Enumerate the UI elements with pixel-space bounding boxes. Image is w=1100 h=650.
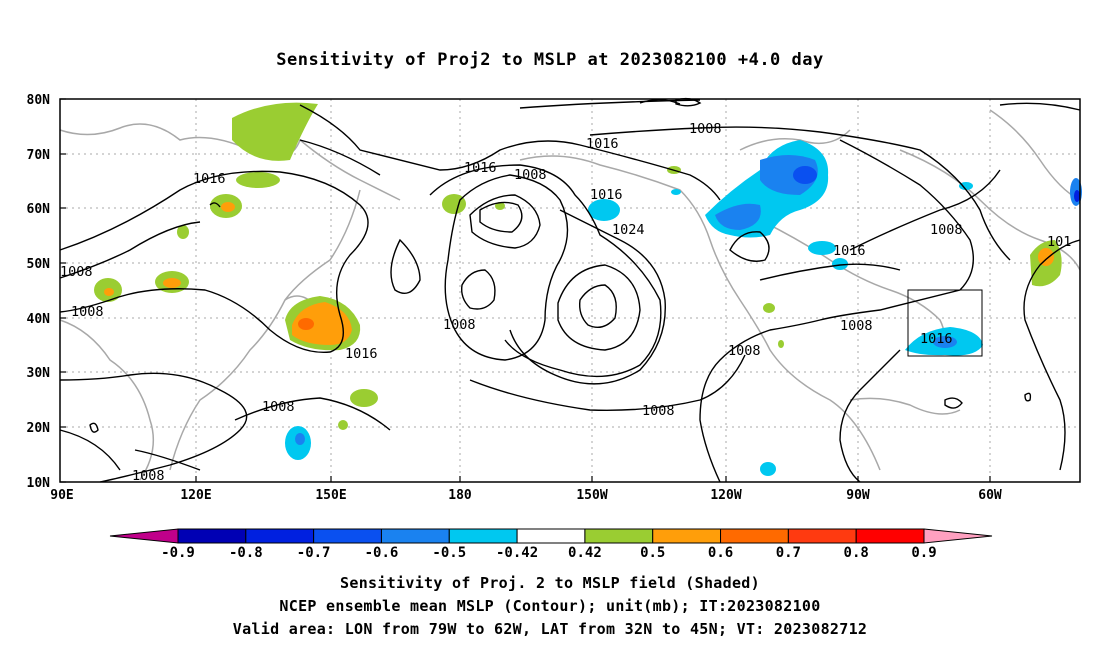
contour-label: 1008: [514, 167, 547, 183]
colorbar-label: -0.7: [297, 545, 331, 561]
lon-tick-label: 150E: [315, 488, 346, 503]
lon-tick-label: 90E: [50, 488, 73, 503]
contour-label: 1008: [642, 403, 675, 419]
axis-ticks: [60, 98, 991, 483]
contour-label: 1016: [590, 187, 623, 203]
colorbar-box: [516, 528, 586, 544]
contour-label: 1016: [833, 243, 866, 259]
colorbar-label: -0.5: [432, 545, 466, 561]
colorbar-box: [855, 528, 925, 544]
colorbar-high-triangle: [923, 528, 993, 544]
lat-tick-label: 10N: [27, 476, 51, 491]
colorbar-box: [652, 528, 722, 544]
contour-label: 1016: [345, 346, 378, 362]
contour-label: 1008: [132, 468, 165, 484]
contour-label: 1024: [612, 222, 645, 238]
lon-axis: 90E 120E 150E 180 150W 120W 90W 60W: [50, 488, 1002, 503]
lon-tick-label: 180: [448, 488, 472, 503]
lat-tick-label: 70N: [27, 148, 51, 163]
contour-label: 101: [1047, 234, 1071, 250]
contour-label: 1008: [840, 318, 873, 334]
lat-tick-label: 20N: [27, 421, 51, 436]
contour-label: 1016: [464, 160, 497, 176]
colorbar-label: -0.9: [161, 545, 195, 561]
valid-area-box: [907, 289, 983, 357]
lat-tick-label: 60N: [27, 202, 51, 217]
lon-tick-label: 120W: [710, 488, 741, 503]
map-frame: [59, 98, 1081, 483]
colorbar-box: [787, 528, 857, 544]
contour-label: 1008: [71, 304, 104, 320]
lat-axis: 80N 70N 60N 50N 40N 30N 20N 10N: [27, 93, 51, 491]
contour-label: 1016: [193, 171, 226, 187]
lon-tick-label: 120E: [180, 488, 211, 503]
colorbar-box: [584, 528, 654, 544]
colorbar-box: [720, 528, 789, 544]
lat-tick-label: 30N: [27, 366, 51, 381]
colorbar-label: 0.42: [568, 545, 602, 561]
lon-tick-label: 150W: [576, 488, 607, 503]
chart-title: Sensitivity of Proj2 to MSLP at 20230821…: [276, 50, 824, 70]
coastlines: [59, 109, 1081, 481]
colorbar-box: [245, 528, 315, 544]
lat-tick-label: 80N: [27, 93, 51, 108]
colorbar-box: [313, 528, 382, 544]
sensitivity-shading: [94, 102, 1082, 476]
lat-tick-label: 50N: [27, 257, 51, 272]
colorbar-label: 0.5: [640, 545, 665, 561]
caption-contour: NCEP ensemble mean MSLP (Contour); unit(…: [279, 597, 821, 615]
contour-label: 1008: [728, 343, 761, 359]
colorbar-label: -0.42: [496, 545, 538, 561]
colorbar-box: [380, 528, 450, 544]
contour-label: 1008: [930, 222, 963, 238]
colorbar-low-triangle: [109, 528, 179, 544]
contour-label: 1016: [920, 331, 953, 347]
colorbar-label: 0.8: [844, 545, 869, 561]
mslp-contours: [59, 97, 1081, 483]
colorbar-label: -0.8: [229, 545, 263, 561]
lon-tick-label: 60W: [978, 488, 1002, 503]
contour-label: 1008: [443, 317, 476, 333]
colorbar-box: [177, 528, 247, 544]
lat-tick-label: 40N: [27, 312, 51, 327]
colorbar-labels: -0.9 -0.8 -0.7 -0.6 -0.5 -0.42 0.42 0.5 …: [161, 545, 937, 561]
colorbar-label: 0.6: [708, 545, 733, 561]
contour-label: 1016: [586, 136, 619, 152]
colorbar-label: 0.9: [911, 545, 936, 561]
contour-label: 1008: [689, 121, 722, 137]
lon-tick-label: 90W: [846, 488, 870, 503]
contour-label: 1008: [60, 264, 93, 280]
colorbar-label: -0.6: [365, 545, 399, 561]
colorbar: [109, 528, 993, 544]
caption-valid-area: Valid area: LON from 79W to 62W, LAT fro…: [232, 620, 868, 638]
contour-label: 1008: [262, 399, 295, 415]
colorbar-box: [448, 528, 518, 544]
caption-shading: Sensitivity of Proj. 2 to MSLP field (Sh…: [340, 574, 760, 592]
contour-labels: 1016 1008 1008 1016 1008 1008 1016 1008 …: [60, 121, 1071, 484]
colorbar-label: 0.7: [776, 545, 801, 561]
